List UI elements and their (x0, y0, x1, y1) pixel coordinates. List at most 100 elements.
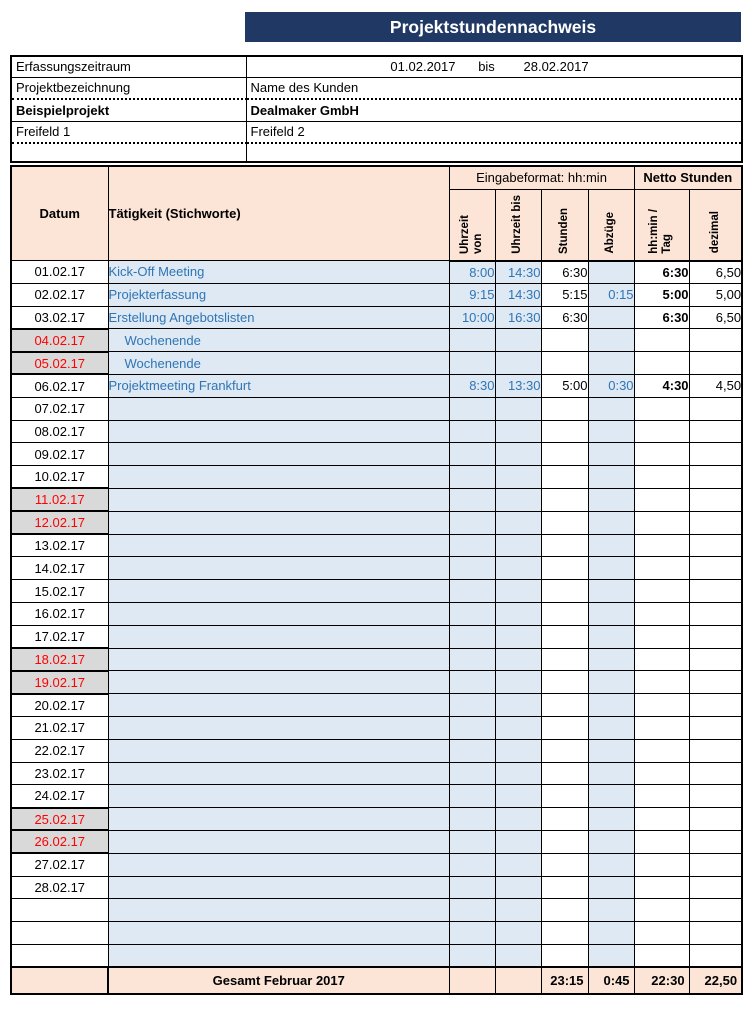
uhrzeit-bis-cell[interactable] (494, 921, 542, 945)
activity-cell[interactable] (107, 647, 450, 672)
uhrzeit-bis-cell[interactable] (494, 943, 542, 968)
date-cell[interactable]: 08.02.17 (10, 419, 109, 444)
date-cell[interactable]: 03.02.17 (10, 305, 109, 330)
dezimal-cell[interactable] (688, 465, 743, 489)
date-cell[interactable] (10, 943, 109, 968)
hhmin-tag-cell[interactable] (633, 396, 690, 421)
activity-cell[interactable] (107, 442, 450, 467)
date-cell[interactable]: 10.02.17 (10, 465, 109, 489)
dezimal-cell[interactable] (688, 670, 743, 695)
uhrzeit-von-cell[interactable] (448, 761, 496, 786)
dezimal-cell[interactable]: 6,50 (688, 305, 743, 330)
dezimal-cell[interactable] (688, 396, 743, 421)
activity-cell[interactable] (107, 533, 450, 558)
period-value-cell[interactable]: 01.02.2017 bis 28.02.2017 (245, 55, 743, 78)
abzuege-cell[interactable] (587, 465, 635, 489)
uhrzeit-von-cell[interactable]: 8:30 (448, 373, 496, 398)
activity-cell[interactable] (107, 875, 450, 900)
dezimal-cell[interactable] (688, 556, 743, 581)
hhmin-tag-cell[interactable] (633, 670, 690, 695)
project-name-value[interactable]: Beispielprojekt (10, 98, 247, 122)
uhrzeit-von-cell[interactable] (448, 396, 496, 421)
uhrzeit-bis-cell[interactable] (494, 465, 542, 489)
activity-cell[interactable] (107, 921, 450, 945)
dezimal-cell[interactable] (688, 328, 743, 353)
stunden-cell[interactable] (540, 852, 589, 877)
uhrzeit-bis-cell[interactable] (494, 898, 542, 923)
dezimal-cell[interactable] (688, 921, 743, 945)
activity-cell[interactable] (107, 784, 450, 809)
dezimal-cell[interactable]: 5,00 (688, 282, 743, 307)
date-cell[interactable]: 02.02.17 (10, 282, 109, 307)
uhrzeit-von-cell[interactable] (448, 328, 496, 353)
uhrzeit-von-cell[interactable] (448, 670, 496, 695)
dezimal-cell[interactable] (688, 807, 743, 831)
stunden-cell[interactable] (540, 784, 589, 809)
dezimal-cell[interactable] (688, 898, 743, 923)
activity-cell[interactable] (107, 829, 450, 854)
date-cell[interactable]: 28.02.17 (10, 875, 109, 900)
activity-cell[interactable] (107, 396, 450, 421)
dezimal-cell[interactable] (688, 693, 743, 717)
stunden-cell[interactable]: 6:30 (540, 260, 589, 284)
abzuege-cell[interactable] (587, 396, 635, 421)
uhrzeit-bis-cell[interactable] (494, 442, 542, 467)
hhmin-tag-cell[interactable] (633, 875, 690, 900)
dezimal-cell[interactable] (688, 533, 743, 558)
date-cell[interactable]: 16.02.17 (10, 601, 109, 626)
abzuege-cell[interactable] (587, 419, 635, 444)
date-cell[interactable]: 22.02.17 (10, 738, 109, 763)
hhmin-tag-cell[interactable]: 4:30 (633, 373, 690, 398)
hhmin-tag-cell[interactable] (633, 647, 690, 672)
uhrzeit-von-cell[interactable] (448, 624, 496, 649)
uhrzeit-bis-cell[interactable] (494, 328, 542, 353)
abzuege-cell[interactable] (587, 670, 635, 695)
uhrzeit-von-cell[interactable] (448, 807, 496, 831)
activity-cell[interactable] (107, 579, 450, 603)
activity-cell[interactable]: Erstellung Angebotslisten (107, 305, 450, 330)
abzuege-cell[interactable] (587, 807, 635, 831)
empty-info-cell-right[interactable] (245, 142, 743, 163)
activity-cell[interactable] (107, 761, 450, 786)
stunden-cell[interactable] (540, 328, 589, 353)
stunden-cell[interactable] (540, 921, 589, 945)
hhmin-tag-cell[interactable] (633, 624, 690, 649)
uhrzeit-bis-cell[interactable] (494, 579, 542, 603)
hhmin-tag-cell[interactable] (633, 442, 690, 467)
hhmin-tag-cell[interactable] (633, 943, 690, 968)
date-cell[interactable]: 14.02.17 (10, 556, 109, 581)
hhmin-tag-cell[interactable] (633, 829, 690, 854)
uhrzeit-bis-cell[interactable] (494, 829, 542, 854)
uhrzeit-bis-cell[interactable]: 14:30 (494, 282, 542, 307)
uhrzeit-von-cell[interactable] (448, 579, 496, 603)
activity-cell[interactable] (107, 852, 450, 877)
activity-cell[interactable] (107, 943, 450, 968)
date-cell[interactable]: 04.02.17 (10, 327, 109, 353)
abzuege-cell[interactable] (587, 715, 635, 740)
stunden-cell[interactable] (540, 829, 589, 854)
activity-cell[interactable]: Projektmeeting Frankfurt (107, 373, 450, 398)
uhrzeit-von-cell[interactable] (448, 921, 496, 945)
uhrzeit-bis-cell[interactable] (494, 601, 542, 626)
uhrzeit-von-cell[interactable] (448, 738, 496, 763)
date-cell[interactable] (10, 898, 109, 923)
abzuege-cell[interactable] (587, 510, 635, 535)
dezimal-cell[interactable] (688, 852, 743, 877)
stunden-cell[interactable]: 5:15 (540, 282, 589, 307)
activity-cell[interactable] (107, 419, 450, 444)
abzuege-cell[interactable] (587, 738, 635, 763)
hhmin-tag-cell[interactable] (633, 807, 690, 831)
stunden-cell[interactable] (540, 442, 589, 467)
stunden-cell[interactable] (540, 693, 589, 717)
dezimal-cell[interactable] (688, 647, 743, 672)
hhmin-tag-cell[interactable] (633, 487, 690, 512)
activity-cell[interactable]: Projekterfassung (107, 282, 450, 307)
hhmin-tag-cell[interactable] (633, 419, 690, 444)
hhmin-tag-cell[interactable] (633, 852, 690, 877)
hhmin-tag-cell[interactable] (633, 693, 690, 717)
date-cell[interactable]: 13.02.17 (10, 533, 109, 558)
date-cell[interactable]: 18.02.17 (10, 647, 109, 672)
date-cell[interactable]: 11.02.17 (10, 487, 109, 512)
hhmin-tag-cell[interactable] (633, 761, 690, 786)
date-cell[interactable]: 21.02.17 (10, 715, 109, 740)
